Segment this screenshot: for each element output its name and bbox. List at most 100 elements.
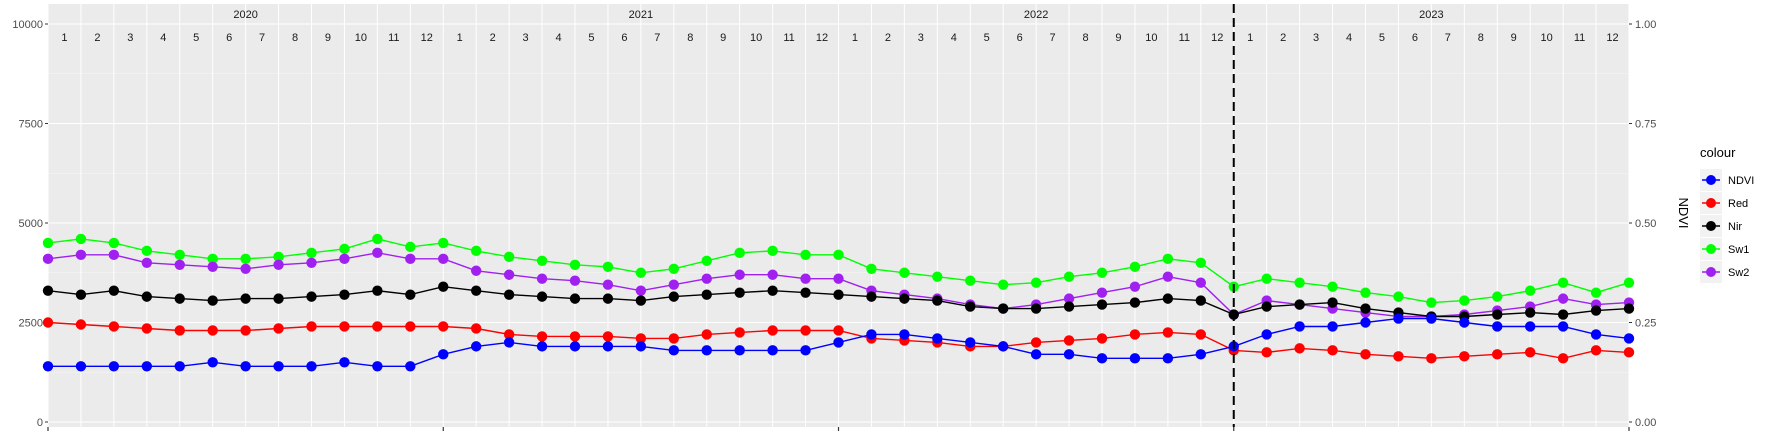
data-point-ndvi bbox=[1129, 353, 1141, 364]
data-point-sw1 bbox=[866, 263, 877, 274]
legend-key-point bbox=[1706, 244, 1716, 254]
data-point-nir bbox=[470, 285, 482, 296]
data-point-sw1 bbox=[800, 249, 811, 261]
data-point-nir bbox=[339, 289, 350, 300]
month-label: 6 bbox=[1017, 32, 1023, 44]
month-label: 2 bbox=[1280, 32, 1286, 44]
data-point-ndvi bbox=[405, 361, 416, 372]
month-label: 8 bbox=[1478, 32, 1484, 44]
month-label: 1 bbox=[61, 32, 67, 44]
data-point-ndvi bbox=[767, 345, 778, 356]
data-point-sw1 bbox=[965, 275, 976, 286]
data-point-red bbox=[701, 329, 712, 340]
data-point-nir bbox=[932, 295, 943, 306]
data-point-sw2 bbox=[438, 253, 449, 265]
data-point-ndvi bbox=[108, 361, 120, 372]
data-point-sw1 bbox=[1492, 291, 1503, 302]
data-point-nir bbox=[405, 289, 416, 300]
data-point-nir bbox=[503, 289, 515, 300]
data-point-sw1 bbox=[1030, 277, 1042, 288]
data-point-red bbox=[306, 321, 317, 332]
year-label: 2023 bbox=[1419, 9, 1443, 21]
data-point-ndvi bbox=[1557, 321, 1569, 332]
data-point-ndvi bbox=[932, 333, 943, 344]
data-point-sw1 bbox=[1459, 295, 1470, 306]
month-label: 3 bbox=[918, 32, 924, 44]
data-point-sw1 bbox=[734, 247, 745, 259]
data-point-red bbox=[1590, 345, 1602, 356]
month-label: 6 bbox=[226, 32, 232, 44]
data-point-red bbox=[1030, 337, 1042, 348]
data-point-ndvi bbox=[635, 341, 647, 352]
data-point-red bbox=[635, 333, 647, 344]
data-point-sw2 bbox=[1063, 293, 1075, 304]
month-label: 2 bbox=[94, 32, 100, 44]
data-point-nir bbox=[635, 295, 647, 306]
month-label: 8 bbox=[292, 32, 298, 44]
data-point-ndvi bbox=[899, 329, 910, 340]
data-point-sw1 bbox=[1096, 267, 1108, 278]
data-point-sw1 bbox=[701, 255, 712, 267]
data-point-sw1 bbox=[1557, 277, 1569, 288]
data-point-sw2 bbox=[174, 259, 185, 270]
legend-key-point bbox=[1706, 221, 1716, 231]
data-point-sw1 bbox=[174, 249, 185, 261]
data-point-sw2 bbox=[602, 279, 614, 290]
data-point-ndvi bbox=[701, 345, 712, 356]
data-point-nir bbox=[1360, 303, 1371, 314]
data-point-nir bbox=[273, 293, 284, 304]
data-point-sw1 bbox=[1261, 273, 1272, 284]
legend-entry-ndvi: NDVI bbox=[1728, 175, 1754, 187]
year-label: 2022 bbox=[1024, 9, 1048, 21]
data-point-nir bbox=[1590, 305, 1602, 316]
data-point-ndvi bbox=[470, 341, 482, 352]
data-point-red bbox=[1459, 351, 1470, 362]
data-point-ndvi bbox=[1096, 353, 1108, 364]
data-point-red bbox=[1524, 347, 1536, 358]
data-point-ndvi bbox=[536, 341, 548, 352]
data-point-red bbox=[1623, 347, 1635, 358]
month-label: 4 bbox=[951, 32, 957, 44]
data-point-ndvi bbox=[1360, 317, 1371, 328]
data-point-ndvi bbox=[75, 361, 87, 372]
data-point-ndvi bbox=[997, 341, 1009, 352]
data-point-red bbox=[536, 331, 548, 342]
left-axis-tick-label: 2500 bbox=[19, 318, 43, 330]
data-point-ndvi bbox=[1393, 313, 1404, 324]
data-point-sw2 bbox=[569, 275, 581, 286]
data-point-nir bbox=[1063, 301, 1075, 312]
data-point-ndvi bbox=[866, 329, 877, 340]
month-label: 5 bbox=[588, 32, 594, 44]
data-point-nir bbox=[1524, 307, 1536, 318]
data-point-red bbox=[42, 317, 54, 328]
month-label: 10 bbox=[355, 32, 367, 44]
month-label: 3 bbox=[523, 32, 529, 44]
data-point-red bbox=[569, 331, 581, 342]
data-point-sw1 bbox=[405, 241, 416, 253]
right-axis-tick-label: 0.50 bbox=[1635, 218, 1656, 230]
data-point-nir bbox=[800, 287, 811, 298]
month-label: 10 bbox=[1145, 32, 1157, 44]
data-point-sw1 bbox=[932, 271, 943, 282]
data-point-sw2 bbox=[75, 249, 87, 261]
data-point-ndvi bbox=[1063, 349, 1075, 360]
data-point-sw1 bbox=[141, 245, 153, 257]
data-point-nir bbox=[306, 291, 317, 302]
data-point-nir bbox=[668, 291, 680, 302]
data-point-sw1 bbox=[1360, 287, 1371, 298]
data-point-sw2 bbox=[470, 265, 482, 276]
month-label: 3 bbox=[1313, 32, 1319, 44]
data-point-nir bbox=[1294, 299, 1305, 310]
data-point-red bbox=[1360, 349, 1371, 360]
data-point-nir bbox=[833, 289, 844, 300]
month-label: 8 bbox=[1082, 32, 1088, 44]
month-label: 10 bbox=[750, 32, 762, 44]
data-point-sw1 bbox=[899, 267, 910, 278]
month-label: 2 bbox=[490, 32, 496, 44]
year-label: 2021 bbox=[629, 9, 653, 21]
month-label: 6 bbox=[621, 32, 627, 44]
data-point-ndvi bbox=[1590, 329, 1602, 340]
data-point-sw2 bbox=[668, 279, 680, 290]
data-point-sw2 bbox=[339, 253, 350, 265]
data-point-red bbox=[1096, 333, 1108, 344]
